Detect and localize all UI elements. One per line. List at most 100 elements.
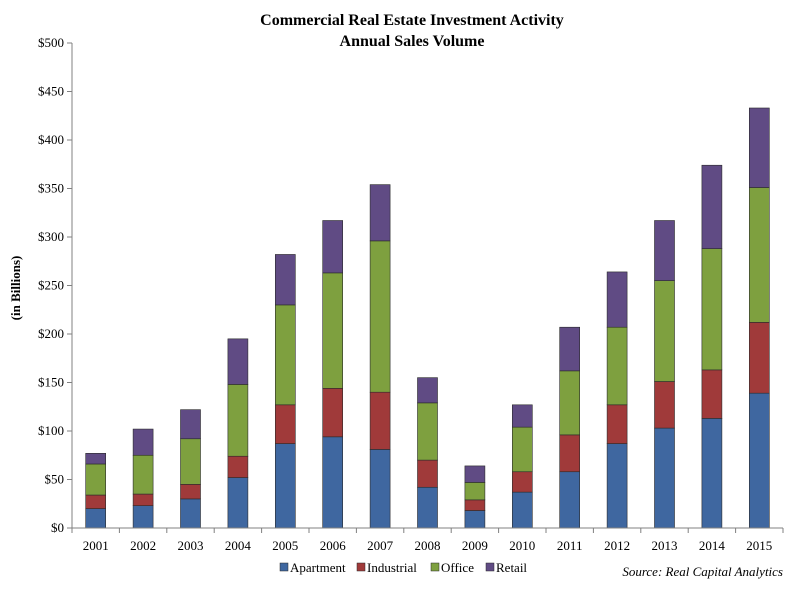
y-tick-label: $500 xyxy=(38,35,64,50)
y-tick-label: $150 xyxy=(38,375,64,390)
bar-segment-apartment xyxy=(559,471,581,529)
bar-segment-retail xyxy=(511,404,533,428)
bar-segment-retail xyxy=(369,184,391,242)
bar-segment-office xyxy=(511,426,533,473)
y-tick-label: $200 xyxy=(38,326,64,341)
legend-label-office: Office xyxy=(441,560,474,575)
bar-segment-office xyxy=(85,463,106,496)
bar-segment-industrial xyxy=(559,434,581,473)
y-axis: $0 $50 $100 $150 $200 $250 $300 $350 $400 $450 $50… xyxy=(38,35,73,535)
x-tick-label: 2015 xyxy=(746,538,772,553)
legend-label-retail: Retail xyxy=(496,560,527,575)
legend-swatch-industrial xyxy=(356,562,366,572)
x-tick-label: 2005 xyxy=(272,538,298,553)
legend-label-industrial: Industrial xyxy=(367,560,417,575)
bar-segment-retail xyxy=(274,254,296,306)
y-tick-label: $300 xyxy=(38,229,64,244)
x-tick-label: 2004 xyxy=(225,538,252,553)
bar-segment-industrial xyxy=(654,381,675,429)
bar-segment-retail xyxy=(654,220,675,281)
bar-segment-retail xyxy=(85,453,106,465)
x-axis: 2001 2002 2003 2004 2005 2006 2007 2008 2009 2010… xyxy=(71,527,784,553)
bar-segment-apartment xyxy=(274,443,296,529)
source-note: Source: Real Capital Analytics xyxy=(622,564,783,579)
bar-segment-office xyxy=(701,248,723,371)
bar-segment-retail xyxy=(464,465,486,483)
x-tick-label: 2013 xyxy=(652,538,678,553)
bar-segment-industrial xyxy=(180,484,201,500)
bar-segment-industrial xyxy=(85,494,106,509)
y-tick-label: $350 xyxy=(38,181,64,196)
x-tick-label: 2009 xyxy=(462,538,488,553)
bar-segment-industrial xyxy=(132,493,154,506)
bar-segment-retail xyxy=(606,271,628,328)
bar-segment-retail xyxy=(748,107,770,188)
bar-segment-apartment xyxy=(132,505,154,529)
y-tick-label: $50 xyxy=(45,472,65,487)
bar-segment-apartment xyxy=(180,498,201,529)
bar-segment-office xyxy=(180,438,201,485)
x-tick-label: 2002 xyxy=(130,538,156,553)
bar-segment-industrial xyxy=(227,455,249,478)
x-tick-label: 2006 xyxy=(320,538,347,553)
y-tick-label: $450 xyxy=(38,84,64,99)
legend-swatch-apartment xyxy=(279,562,289,572)
bar-segment-retail xyxy=(701,164,723,249)
bar-segment-industrial xyxy=(511,471,533,493)
x-tick-label: 2001 xyxy=(83,538,109,553)
legend-swatch-office xyxy=(430,562,440,572)
y-tick-label: $400 xyxy=(38,132,64,147)
bar-segment-industrial xyxy=(701,369,723,419)
bar-segment-office xyxy=(132,454,154,495)
x-tick-label: 2010 xyxy=(509,538,535,553)
chart-subtitle: Annual Sales Volume xyxy=(340,33,485,50)
bar-segment-office xyxy=(274,304,296,406)
bar-segment-retail xyxy=(227,338,249,385)
bar-segment-apartment xyxy=(464,510,486,529)
bar-segment-apartment xyxy=(322,436,344,529)
bar-segment-apartment xyxy=(227,477,249,529)
chart-title: Commercial Real Estate Investment Activi… xyxy=(260,12,564,29)
bar-segment-office xyxy=(369,240,391,393)
bars-group xyxy=(85,107,770,529)
bar-segment-apartment xyxy=(748,392,770,529)
bar-segment-apartment xyxy=(701,418,723,529)
bar-segment-apartment xyxy=(654,427,675,529)
bar-segment-retail xyxy=(180,409,201,440)
bar-segment-industrial xyxy=(417,459,438,488)
bar-segment-retail xyxy=(322,220,344,274)
y-tick-label: $250 xyxy=(38,278,64,293)
bar-segment-apartment xyxy=(369,449,391,529)
bar-segment-industrial xyxy=(464,499,486,511)
y-axis-label: (in Billions) xyxy=(8,256,23,321)
bar-segment-apartment xyxy=(511,491,533,529)
bar-segment-apartment xyxy=(417,486,438,529)
y-tick-label: $0 xyxy=(51,520,64,535)
bar-segment-office xyxy=(748,187,770,323)
y-tick-label: $100 xyxy=(38,423,64,438)
x-tick-label: 2007 xyxy=(367,538,394,553)
bar-segment-apartment xyxy=(85,508,106,529)
bar-segment-industrial xyxy=(369,391,391,450)
bar-segment-office xyxy=(559,370,581,436)
legend: Apartment Industrial Office Retail xyxy=(279,560,527,575)
legend-swatch-retail xyxy=(485,562,495,572)
bar-segment-retail xyxy=(559,326,581,372)
bar-segment-office xyxy=(227,384,249,457)
bar-segment-retail xyxy=(417,377,438,404)
legend-label-apartment: Apartment xyxy=(290,560,346,575)
bar-segment-industrial xyxy=(606,404,628,444)
bar-segment-office xyxy=(654,280,675,382)
x-tick-label: 2011 xyxy=(557,538,583,553)
bar-segment-office xyxy=(417,402,438,461)
x-tick-label: 2003 xyxy=(178,538,204,553)
x-tick-label: 2012 xyxy=(604,538,630,553)
bar-segment-office xyxy=(464,482,486,501)
bar-segment-industrial xyxy=(322,388,344,438)
bar-segment-office xyxy=(606,326,628,406)
bar-segment-apartment xyxy=(606,443,628,529)
bar-segment-industrial xyxy=(748,322,770,394)
bar-segment-office xyxy=(322,272,344,389)
bar-segment-industrial xyxy=(274,404,296,444)
